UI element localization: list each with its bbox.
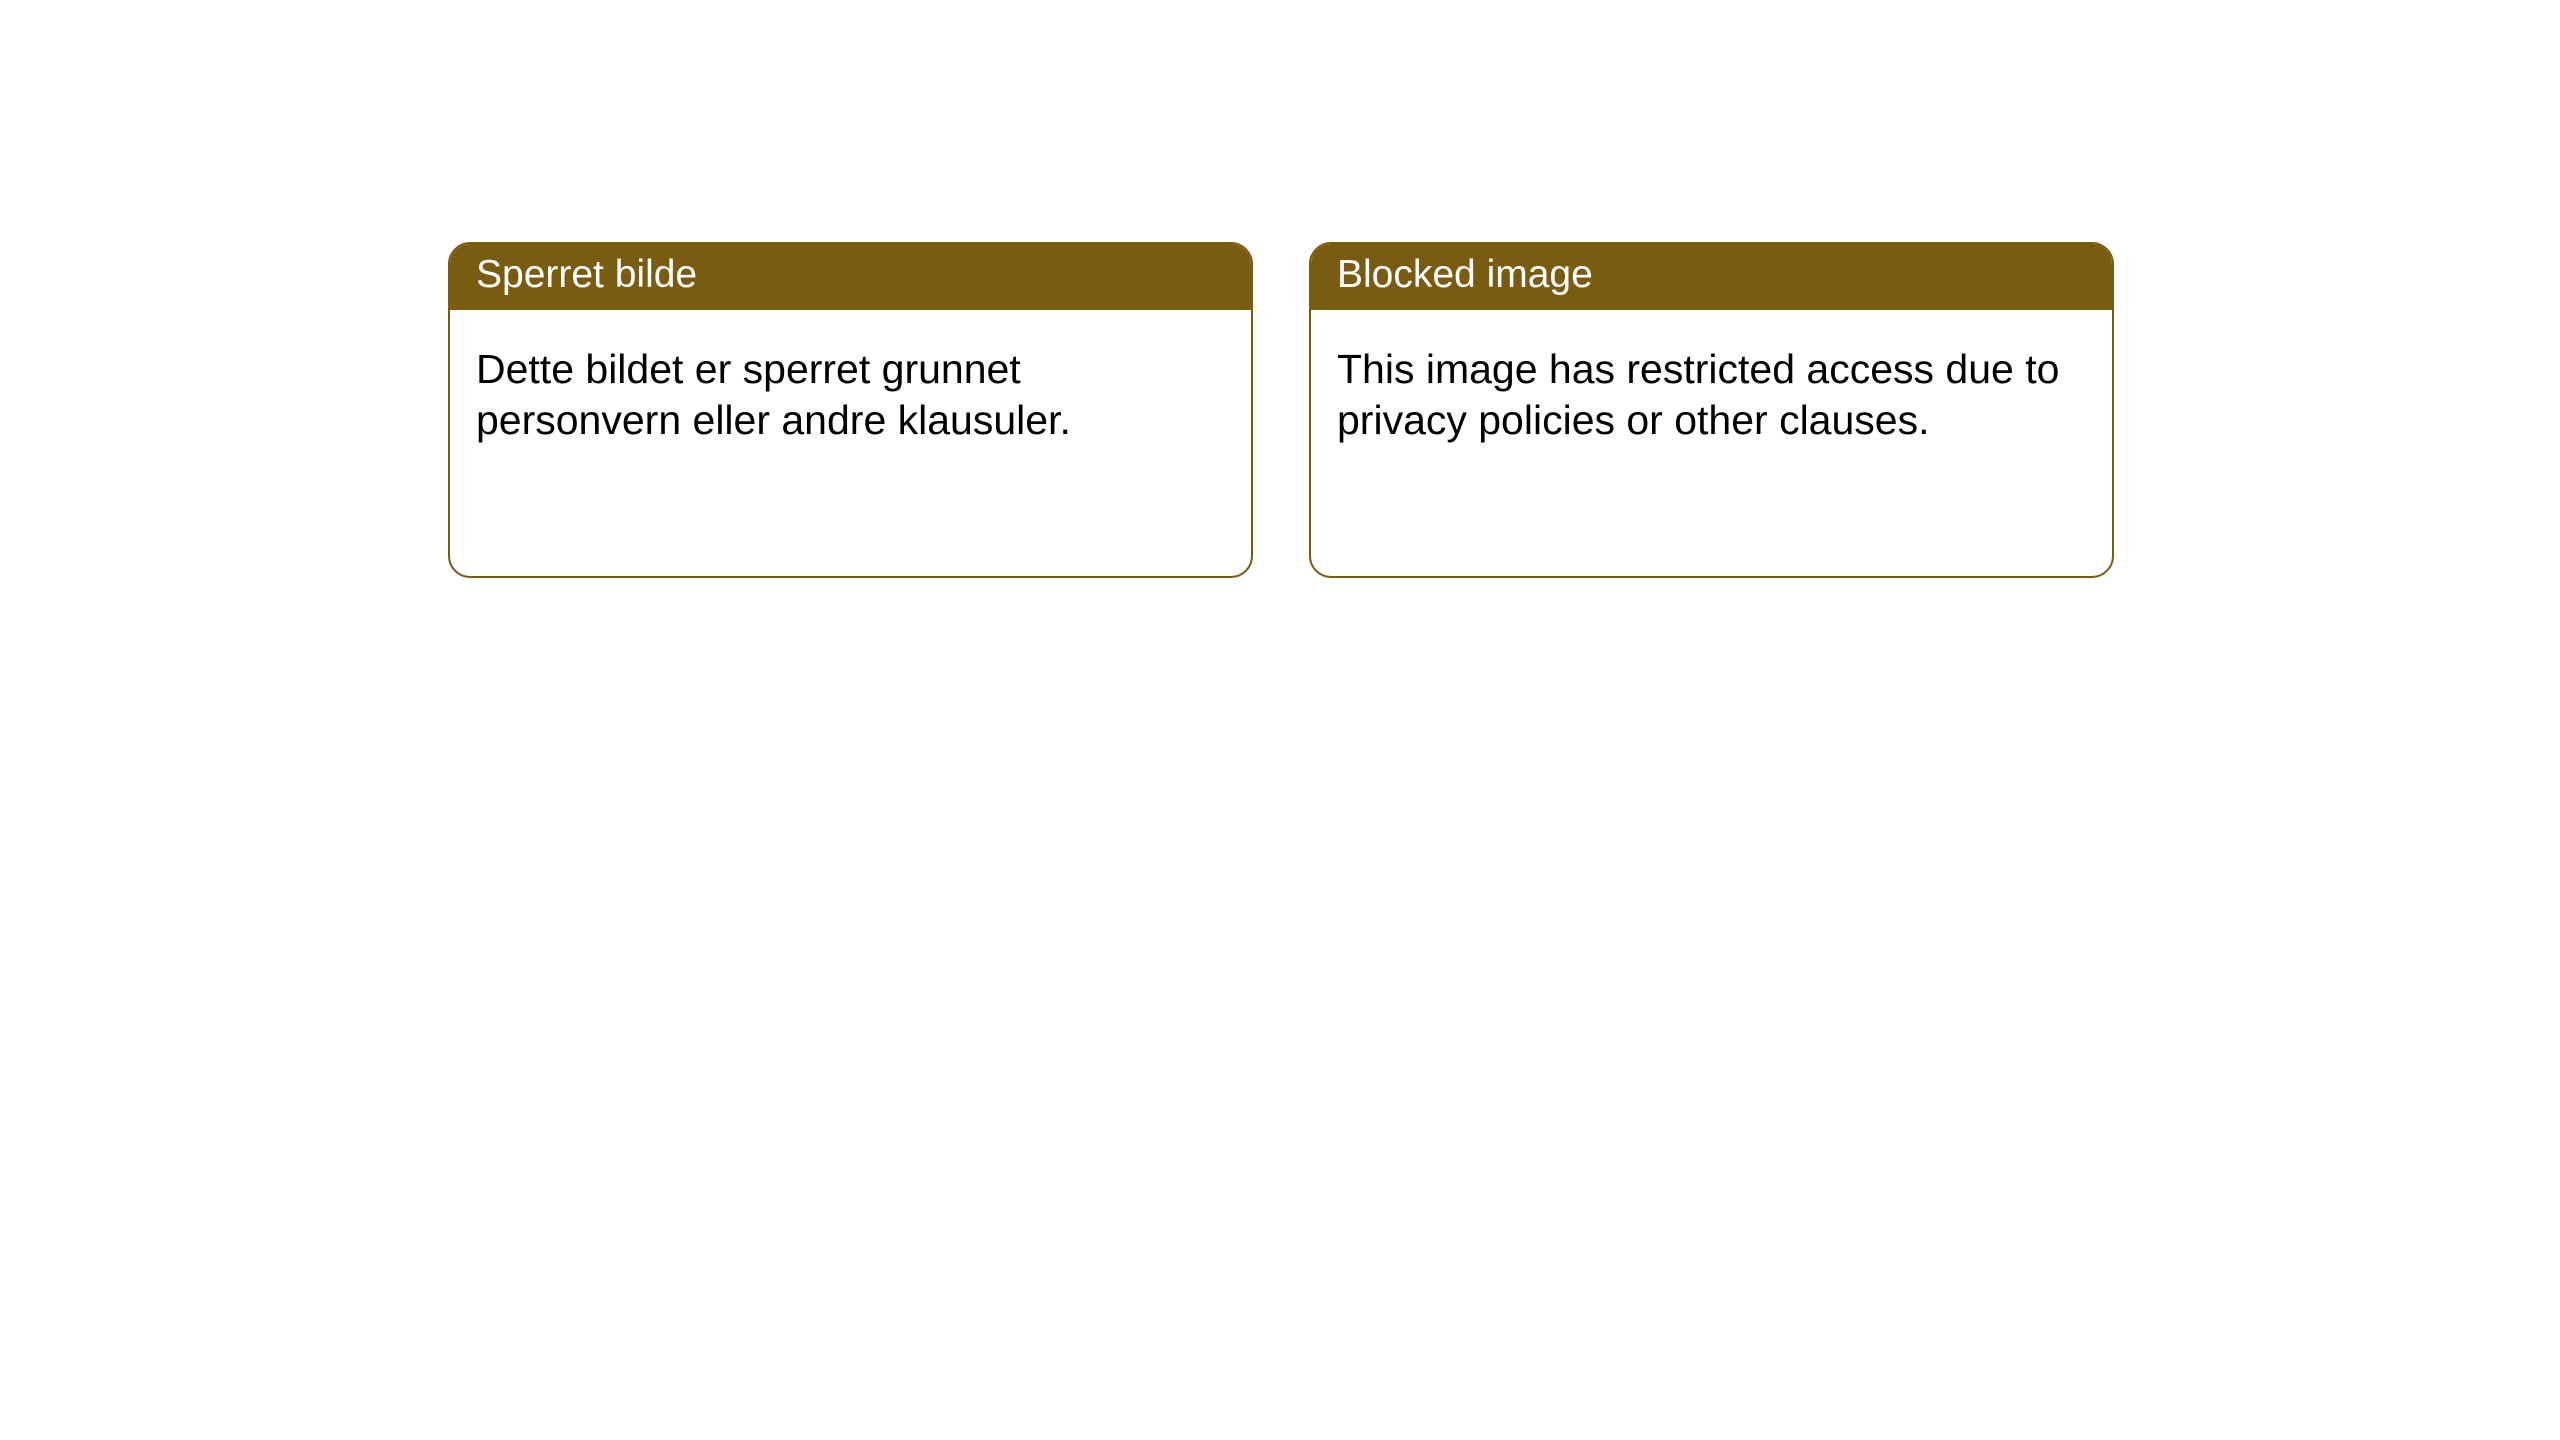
notice-container: Sperret bilde Dette bildet er sperret gr…	[448, 242, 2114, 578]
notice-header-norwegian: Sperret bilde	[450, 244, 1251, 310]
notice-body-norwegian: Dette bildet er sperret grunnet personve…	[450, 310, 1251, 467]
notice-body-english: This image has restricted access due to …	[1311, 310, 2112, 467]
notice-header-english: Blocked image	[1311, 244, 2112, 310]
notice-card-english: Blocked image This image has restricted …	[1309, 242, 2114, 578]
notice-card-norwegian: Sperret bilde Dette bildet er sperret gr…	[448, 242, 1253, 578]
